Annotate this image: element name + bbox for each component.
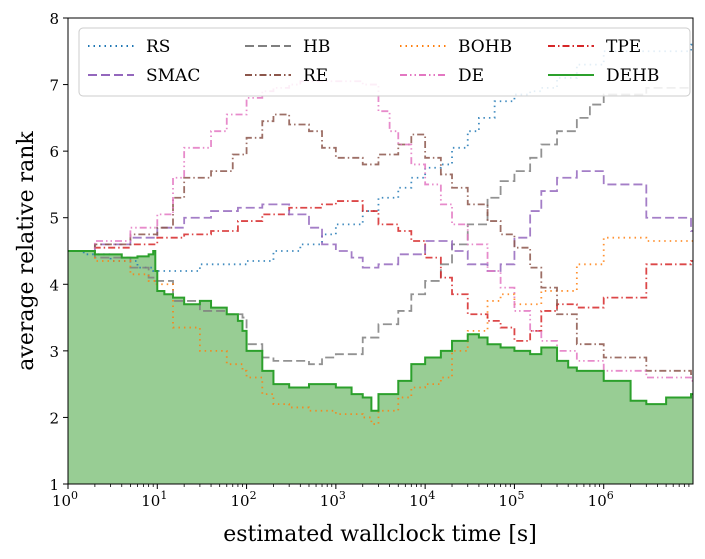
legend-label-de: DE [458, 66, 484, 86]
x-tick-exponent: 0 [71, 489, 78, 502]
legend: RS HB BOHB TPE SMAC RE DE DEHB [78, 27, 691, 97]
x-tick-base: 10 [588, 492, 607, 510]
x-tick-label: 103 [320, 489, 346, 510]
y-axis-label: average relative rank [14, 131, 39, 371]
y-tick-label: 4 [49, 276, 59, 294]
legend-label-tpe: TPE [606, 37, 641, 57]
y-tick-label: 8 [49, 10, 59, 28]
legend-label-bohb: BOHB [458, 37, 512, 57]
x-tick-base: 10 [52, 492, 71, 510]
legend-label-hb: HB [303, 37, 330, 57]
plot-frame [67, 17, 694, 485]
x-tick-label: 105 [498, 489, 524, 510]
dehb-area-fill [68, 251, 693, 484]
legend-label-rs: RS [146, 37, 170, 57]
series-line-dehb [68, 250, 693, 412]
series-line-rs [68, 43, 693, 272]
x-tick-exponent: 4 [428, 489, 435, 502]
series-line-re [68, 113, 693, 376]
legend-label-re: RE [303, 66, 328, 86]
y-tick-label: 6 [49, 143, 59, 161]
x-tick-base: 10 [320, 492, 339, 510]
x-axis-label: estimated wallclock time [s] [223, 522, 537, 547]
x-tick-base: 10 [409, 492, 428, 510]
series-line-smac [68, 170, 693, 272]
x-tick-label: 102 [231, 489, 257, 510]
x-tick-exponent: 6 [607, 489, 614, 502]
x-tick-exponent: 5 [517, 489, 524, 502]
x-tick-base: 10 [231, 492, 250, 510]
x-tick-label: 101 [141, 489, 167, 510]
x-tick-exponent: 1 [160, 489, 167, 502]
legend-box [78, 27, 691, 97]
y-tick-label: 1 [49, 476, 59, 494]
series-line-tpe [68, 200, 693, 342]
y-axis: 1 2 3 4 5 6 7 8 [49, 10, 68, 494]
x-tick-exponent: 2 [250, 489, 257, 502]
y-tick-label: 2 [49, 409, 59, 427]
x-tick-base: 10 [141, 492, 160, 510]
legend-label-dehb: DEHB [606, 66, 659, 86]
x-axis: 100 101 102 103 104 105 106 [52, 484, 690, 510]
x-tick-label: 104 [409, 489, 435, 510]
x-tick-label: 100 [52, 489, 78, 510]
x-tick-exponent: 3 [339, 489, 346, 502]
y-tick-label: 5 [49, 210, 59, 228]
x-tick-label: 106 [588, 489, 614, 510]
x-tick-base: 10 [498, 492, 517, 510]
legend-label-smac: SMAC [146, 66, 200, 86]
y-tick-label: 7 [49, 77, 59, 95]
y-tick-label: 3 [49, 343, 59, 361]
plot-series-group [68, 43, 693, 484]
